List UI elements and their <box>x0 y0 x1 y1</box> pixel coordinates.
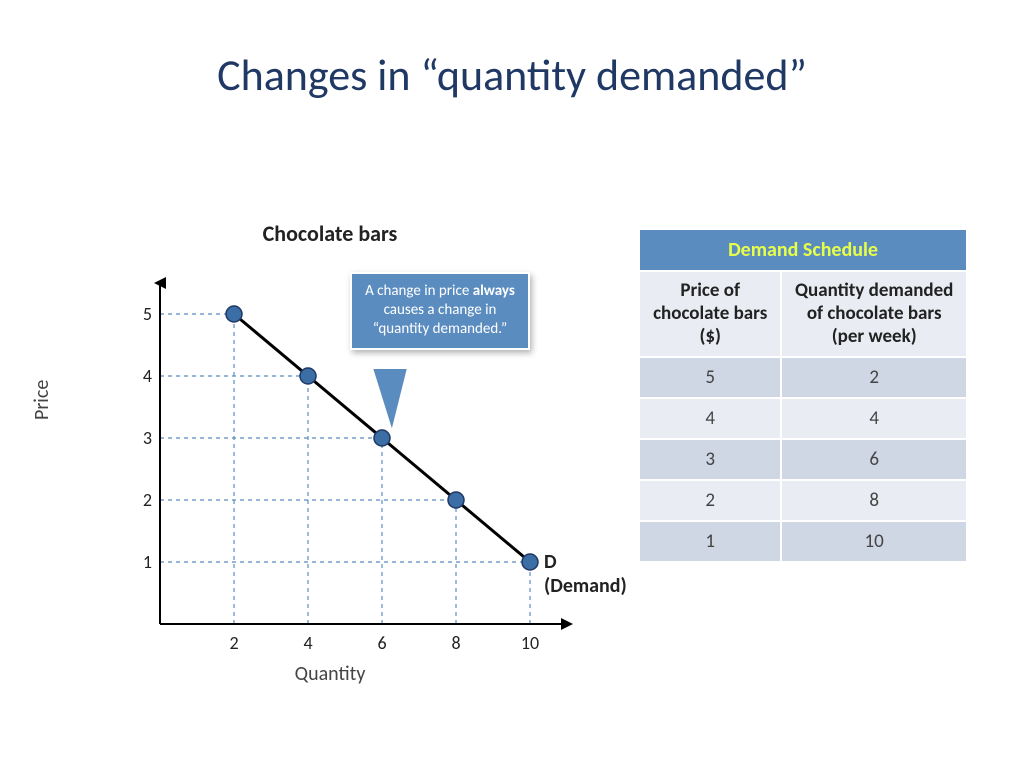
x-tick-label: 8 <box>436 632 476 654</box>
y-tick-label: 5 <box>122 303 152 325</box>
table-cell: 2 <box>781 357 967 398</box>
table-title: Demand Schedule <box>639 229 967 271</box>
x-tick-label: 4 <box>288 632 328 654</box>
callout-text-post: causes a change in “quantity demanded.” <box>373 301 507 338</box>
table-root: Demand Schedule Price of chocolate bars … <box>638 228 968 563</box>
callout-text-pre: A change in price <box>365 282 473 300</box>
slide: Changes in “quantity demanded” Chocolate… <box>0 0 1024 768</box>
table-col-0: Price of chocolate bars ($) <box>639 271 781 357</box>
table-cell: 10 <box>781 521 967 562</box>
table-cell: 4 <box>781 398 967 439</box>
table-row: 52 <box>639 357 967 398</box>
y-tick-label: 4 <box>122 365 152 387</box>
callout-box: A change in price always causes a change… <box>350 272 530 350</box>
x-tick-label: 2 <box>214 632 254 654</box>
demand-curve-label: D (Demand) <box>544 550 627 598</box>
table-row: 44 <box>639 398 967 439</box>
table-cell: 4 <box>639 398 781 439</box>
chart-title: Chocolate bars <box>70 220 590 247</box>
table-cell: 1 <box>639 521 781 562</box>
table-row: 110 <box>639 521 967 562</box>
x-tick-label: 10 <box>510 632 550 654</box>
demand-chart: Chocolate bars Price 12345 246810 Quanti… <box>70 220 590 680</box>
table-cell: 2 <box>639 480 781 521</box>
demand-schedule-table: Demand Schedule Price of chocolate bars … <box>638 228 968 563</box>
table-cell: 5 <box>639 357 781 398</box>
table-row: 28 <box>639 480 967 521</box>
y-tick-label: 2 <box>122 489 152 511</box>
x-axis-label: Quantity <box>70 662 590 686</box>
x-tick-label: 6 <box>362 632 402 654</box>
table-col-1: Quantity demanded of chocolate bars(per … <box>781 271 967 357</box>
table-row: 36 <box>639 439 967 480</box>
y-tick-label: 3 <box>122 427 152 449</box>
y-tick-label: 1 <box>122 551 152 573</box>
page-title: Changes in “quantity demanded” <box>0 48 1024 102</box>
table-cell: 6 <box>781 439 967 480</box>
callout-text-bold: always <box>473 282 515 300</box>
table-cell: 3 <box>639 439 781 480</box>
chart-gridlines <box>160 314 530 624</box>
y-axis-label: Price <box>30 380 54 420</box>
table-cell: 8 <box>781 480 967 521</box>
